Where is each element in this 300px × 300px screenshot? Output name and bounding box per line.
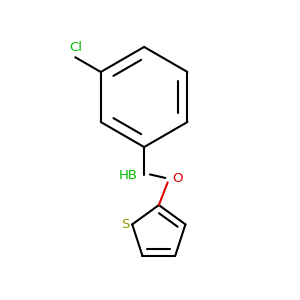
Text: O: O — [173, 172, 183, 185]
Text: HB: HB — [118, 169, 138, 182]
Text: Cl: Cl — [69, 41, 82, 54]
Text: S: S — [121, 218, 129, 231]
